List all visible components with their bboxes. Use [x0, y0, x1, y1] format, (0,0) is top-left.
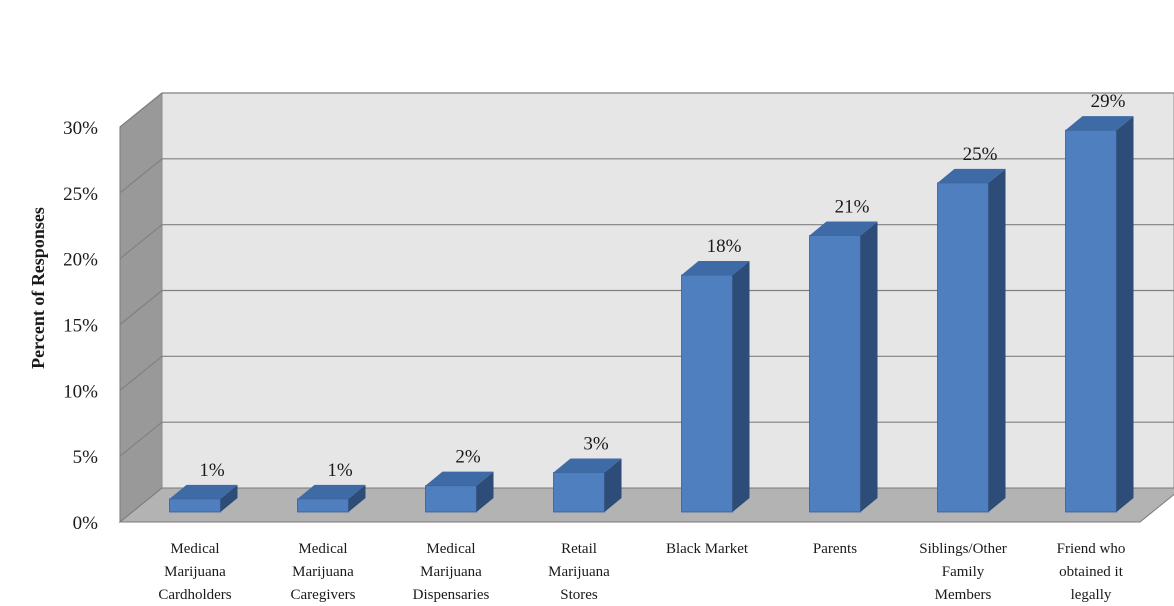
bar-front — [1065, 129, 1117, 513]
bar — [681, 261, 750, 513]
bar-side — [604, 458, 622, 512]
bar — [1065, 116, 1134, 513]
x-tick-label: Caregivers — [291, 587, 356, 603]
bar-side — [476, 471, 494, 512]
x-tick-label: Dispensaries — [413, 587, 490, 603]
x-tick-label: Cardholders — [158, 587, 231, 603]
y-tick-label: 0% — [73, 513, 99, 534]
x-tick-label: Retail — [561, 541, 597, 557]
bar-side — [988, 168, 1006, 513]
bar — [809, 221, 878, 513]
x-tick-label: Parents — [813, 541, 857, 557]
gridline-side — [119, 290, 163, 325]
bar-front — [809, 235, 861, 513]
data-label: 25% — [963, 144, 998, 165]
data-label: 1% — [199, 460, 225, 481]
bar-front — [937, 182, 989, 513]
x-tick-label: obtained it — [1059, 564, 1124, 580]
bar — [169, 484, 238, 513]
bar — [425, 471, 494, 513]
x-tick-label: Stores — [560, 587, 598, 603]
gridline-side — [119, 421, 163, 457]
bar-side — [1116, 116, 1134, 513]
x-tick-label: Marijuana — [420, 564, 482, 580]
bar — [297, 484, 366, 513]
data-label: 1% — [327, 460, 353, 481]
bar — [553, 458, 622, 513]
bar-side — [348, 484, 366, 512]
x-tick-label: Black Market — [666, 541, 749, 557]
bar-top — [297, 484, 366, 499]
data-label: 3% — [583, 434, 609, 455]
gridline-side — [119, 224, 163, 260]
gridline-side — [119, 355, 163, 391]
bar-top — [169, 484, 238, 499]
x-tick-label: Medical — [426, 541, 475, 557]
bar-front — [681, 274, 733, 513]
x-tick-label: Family — [942, 564, 985, 580]
y-tick-label: 25% — [63, 184, 98, 205]
bar-top — [425, 471, 494, 486]
x-tick-label: Medical — [170, 541, 219, 557]
bar-side — [732, 261, 750, 512]
bar-side — [860, 221, 878, 512]
x-tick-label: Members — [935, 587, 992, 603]
y-tick-label: 20% — [63, 250, 98, 271]
data-label: 21% — [835, 197, 870, 218]
gridline-side — [119, 158, 163, 194]
y-axis-title: Percent of Responses — [28, 207, 48, 369]
x-tick-label: Marijuana — [292, 564, 354, 580]
x-tick-label: legally — [1071, 587, 1112, 603]
x-axis-categories: Medical Marijuana Cardholders Medical Mariju… — [158, 541, 1125, 603]
x-tick-label: Marijuana — [164, 564, 226, 580]
bar-top — [681, 261, 750, 275]
data-label: 2% — [455, 447, 481, 468]
bar-top — [1065, 116, 1134, 131]
bar-front — [553, 472, 605, 513]
bars — [169, 116, 1134, 513]
bar-front — [425, 485, 477, 513]
bar-top — [553, 458, 622, 473]
bar-side — [220, 484, 238, 512]
data-label: 29% — [1091, 91, 1126, 112]
y-axis-ticks: 0% 5% 10% 15% 20% 25% 30% — [63, 118, 98, 534]
data-label: 18% — [707, 236, 742, 257]
bar-top — [809, 221, 878, 236]
data-labels: 1% 1% 2% 3% 18% 21% 25% 29% — [199, 91, 1125, 481]
x-tick-label: Siblings/Other — [919, 541, 1007, 557]
bar-front — [169, 498, 221, 513]
floor — [118, 487, 1174, 523]
bar-top — [937, 168, 1006, 183]
y-tick-label: 30% — [63, 118, 98, 139]
bar-front — [297, 498, 349, 513]
y-tick-label: 5% — [73, 447, 99, 468]
y-tick-label: 15% — [63, 316, 98, 337]
gridline-side — [119, 92, 163, 128]
y-tick-label: 10% — [63, 381, 98, 402]
chart-walls — [118, 91, 1174, 524]
x-tick-label: Friend who — [1057, 541, 1126, 557]
x-tick-label: Medical — [298, 541, 347, 557]
bar — [937, 168, 1006, 513]
x-tick-label: Marijuana — [548, 564, 610, 580]
